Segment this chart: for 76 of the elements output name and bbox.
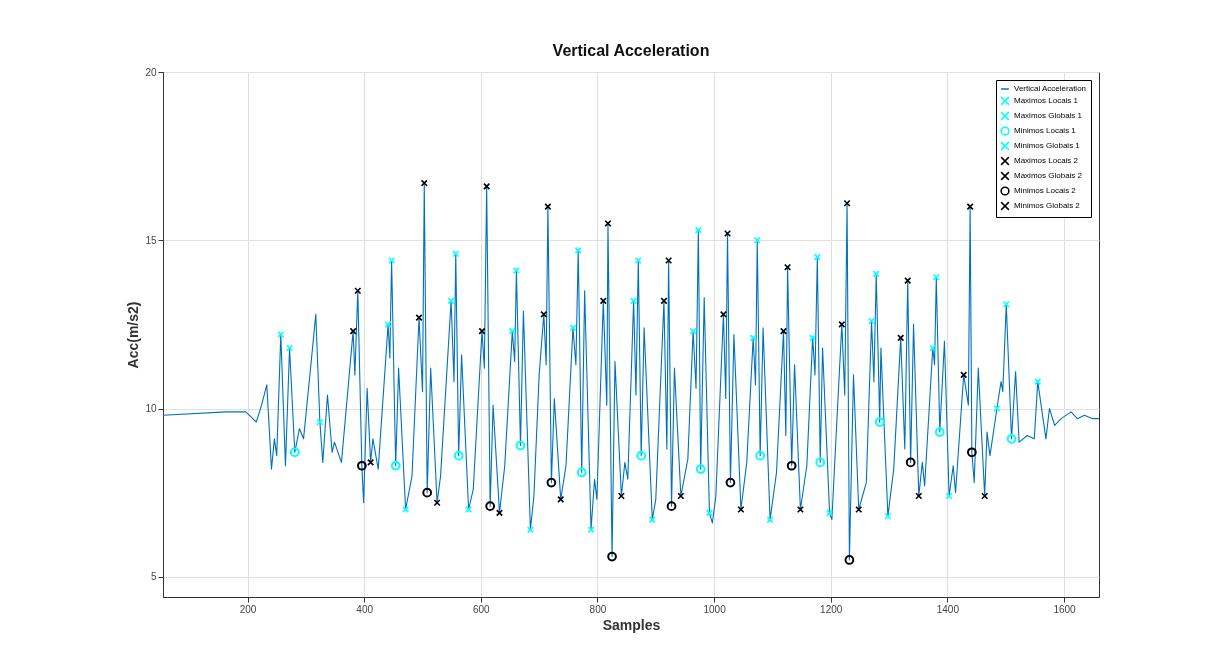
point [526,526,534,534]
point [677,492,685,500]
legend-label: Maximos Locais 1 [1014,96,1079,105]
point [540,310,548,318]
y-tick-label: 5 [150,571,157,583]
legend-label: Minimos Globais 2 [1014,201,1081,210]
point [749,334,757,342]
point [874,417,885,427]
point [452,250,460,258]
point [753,236,761,244]
point [796,505,804,514]
point [607,551,617,562]
point [447,297,455,305]
legend-label: Maximos Locais 2 [1014,156,1079,165]
legend-label: Minimos Locais 1 [1014,126,1077,135]
point [966,447,977,458]
point [390,460,401,471]
legend-label: Minimos Locais 2 [1014,186,1077,195]
point [689,327,697,335]
point [289,447,300,458]
point [725,477,736,488]
point [465,505,473,514]
point [354,287,362,295]
y-tick-label: 10 [145,403,157,415]
point [316,418,324,426]
legend-label: Maximos Globais 2 [1014,171,1083,180]
point [665,256,673,264]
point [349,327,357,335]
line-series [163,182,1099,561]
x-tick-label: 1000 [703,603,727,615]
point [388,256,396,264]
point [755,450,766,461]
x-tick-label: 200 [239,603,257,615]
point [660,297,668,305]
x-tick-label: 1400 [936,603,960,615]
point [786,460,797,471]
point [546,477,557,488]
point [884,512,892,520]
point [932,273,940,281]
point [422,487,433,498]
point [557,495,565,503]
point [695,464,706,474]
point [905,457,916,468]
x-axis-title: Samples [602,616,661,633]
point [402,505,410,514]
point [815,457,826,468]
point [934,427,945,437]
point [904,277,912,285]
y-axis-title: Acc(m/s2) [125,301,142,369]
legend-label: Maximos Globais 1 [1014,111,1083,120]
point [1002,300,1010,308]
x-tick-label: 600 [472,603,491,615]
point [945,492,953,500]
point [515,440,526,451]
x-tick-label: 1200 [820,603,843,615]
point [666,501,677,511]
point [478,327,486,335]
chart-title: Vertical Acceleration [552,42,710,59]
point [576,467,587,478]
point [723,230,732,238]
y-tick-label: 15 [145,234,157,246]
point [453,450,464,461]
legend-label: Vertical Acceleration [1014,84,1087,93]
point [844,555,855,565]
point [648,516,656,524]
point [1006,433,1017,444]
x-tick-label: 1600 [1053,603,1077,615]
y-tick-label: 20 [145,66,157,78]
point [485,501,496,511]
legend-label: Minimos Globais 1 [1014,141,1081,150]
point [636,450,647,461]
point [512,267,520,275]
point [483,182,491,190]
x-tick-label: 800 [589,603,607,615]
x-tick-label: 400 [356,603,374,615]
point [719,310,727,318]
